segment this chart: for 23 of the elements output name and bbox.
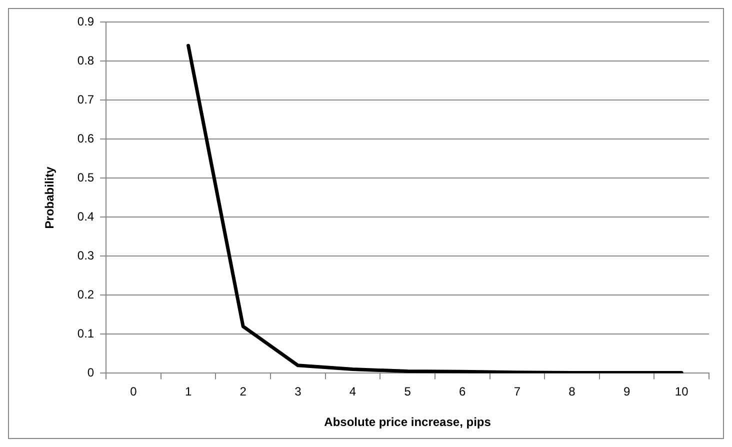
x-tick-label: 3 [294,384,302,399]
y-tick-label: 0.6 [77,132,94,146]
y-tick-label: 0.2 [77,288,94,302]
y-tick-label: 0.7 [77,92,94,107]
x-tick-label: 10 [674,384,689,399]
x-tick-label: 1 [184,384,192,399]
y-axis-title: Probability [42,166,57,229]
x-tick-label: 7 [514,384,521,399]
y-tick-label: 0.3 [77,248,94,263]
x-tick-label: 6 [459,384,466,399]
y-tick-label: 0.9 [77,14,94,29]
x-tick-label: 2 [240,384,247,399]
x-tick-label: 5 [404,384,412,399]
x-tick-label: 4 [349,384,356,399]
y-tick-label: 0.5 [77,170,94,185]
y-tick-label: 0.8 [77,54,94,68]
x-tick-label: 8 [568,384,576,399]
y-tick-label: 0.1 [77,326,94,341]
x-tick-label: 0 [130,384,138,399]
x-tick-label: 9 [623,384,630,399]
x-axis-title: Absolute price increase, pips [324,415,492,430]
y-tick-label: 0 [87,366,94,380]
y-tick-label: 0.4 [77,210,94,224]
